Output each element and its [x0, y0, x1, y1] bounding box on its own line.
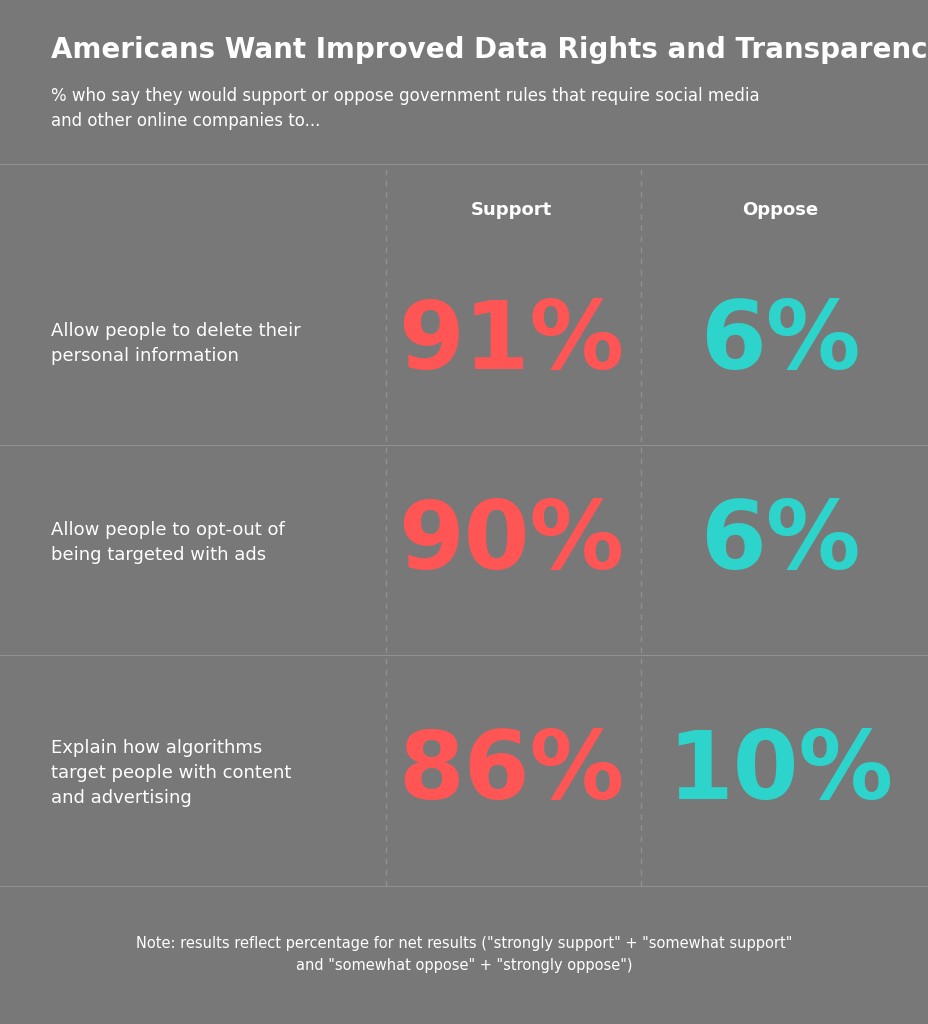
- Text: Allow people to opt-out of
being targeted with ads: Allow people to opt-out of being targete…: [51, 521, 285, 564]
- Text: Oppose: Oppose: [741, 201, 818, 219]
- Text: Allow people to delete their
personal information: Allow people to delete their personal in…: [51, 322, 301, 365]
- Text: 86%: 86%: [397, 727, 624, 819]
- Text: 91%: 91%: [397, 297, 624, 389]
- Text: Note: results reflect percentage for net results ("strongly support" + "somewhat: Note: results reflect percentage for net…: [136, 936, 792, 973]
- Text: Americans Want Improved Data Rights and Transparency: Americans Want Improved Data Rights and …: [51, 36, 928, 63]
- Text: 6%: 6%: [700, 497, 859, 589]
- Text: Explain how algorithms
target people with content
and advertising: Explain how algorithms target people wit…: [51, 739, 291, 807]
- Text: 10%: 10%: [666, 727, 893, 819]
- Text: % who say they would support or oppose government rules that require social medi: % who say they would support or oppose g…: [51, 87, 759, 130]
- Text: Support: Support: [470, 201, 551, 219]
- Text: 6%: 6%: [700, 297, 859, 389]
- Text: 90%: 90%: [397, 497, 624, 589]
